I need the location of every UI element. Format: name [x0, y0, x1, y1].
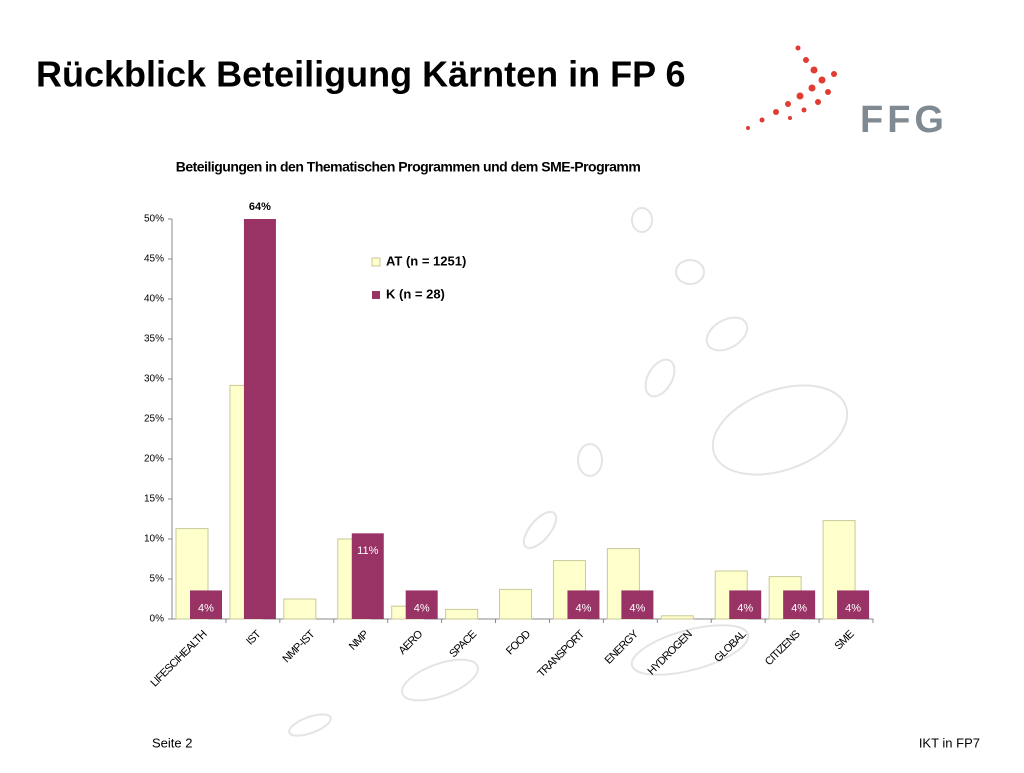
bar: [351, 533, 384, 619]
x-tick-label: AERO: [397, 628, 426, 657]
data-label: 4%: [845, 602, 861, 614]
x-tick-label: NMP-IST: [280, 628, 317, 665]
x-tick-label: SPACE: [447, 628, 479, 660]
legend-label: K (n = 28): [386, 286, 445, 301]
y-tick-label: 20%: [144, 454, 164, 465]
y-tick-label: 10%: [144, 534, 164, 545]
x-tick-label: TRANSPORT: [535, 628, 587, 680]
y-tick-label: 25%: [144, 414, 164, 425]
y-tick-label: 30%: [144, 374, 164, 385]
bar: [190, 590, 222, 619]
bar: [783, 590, 816, 619]
y-tick-label: 0%: [150, 614, 165, 625]
bar: [405, 590, 438, 619]
x-tick-label: IST: [244, 628, 264, 648]
x-tick-label: ENERGY: [603, 628, 642, 667]
logo-text: FFG: [860, 99, 948, 141]
data-label: 4%: [737, 602, 753, 614]
x-tick-label: FOOD: [504, 628, 533, 657]
bar: [283, 598, 317, 620]
slide-title: Rückblick Beteiligung Kärnten in FP 6: [36, 54, 685, 95]
bar: [499, 588, 533, 620]
data-label: 64%: [249, 201, 271, 213]
x-tick-label: LIFESCIHEALTH: [149, 628, 210, 689]
logo-dots: [746, 45, 837, 130]
data-label: 4%: [629, 602, 645, 614]
data-label: 4%: [414, 602, 430, 614]
plot-area: [175, 219, 870, 620]
chart: 0% 5% 10% 15% 20% 25% 30% 35% 40% 45% 50% LIFESCIHE…: [144, 201, 874, 689]
data-label: 4%: [791, 602, 807, 614]
bar: [660, 615, 694, 620]
background-decoration: [288, 207, 849, 737]
chart-title: Beteiligungen in den Thematischen Progra…: [176, 159, 641, 175]
bar: [729, 590, 762, 619]
data-label: 4%: [198, 602, 214, 614]
data-label: 4%: [576, 602, 592, 614]
bar: [445, 608, 479, 620]
data-label: 11%: [357, 545, 378, 557]
y-tick-label: 5%: [150, 574, 165, 585]
x-tick-label: NMP: [347, 628, 371, 652]
footer-left: Seite 2: [152, 735, 192, 750]
x-tick-label: CITIZENS: [763, 628, 803, 668]
y-tick-label: 35%: [144, 334, 164, 345]
y-tick-label: 45%: [144, 254, 164, 265]
bar: [837, 590, 870, 619]
bar: [567, 590, 600, 619]
y-tick-label: 50%: [144, 214, 164, 225]
x-tick-label: SME: [833, 628, 857, 652]
legend-swatch: [371, 257, 381, 267]
footer-right: IKT in FP7: [919, 735, 980, 750]
y-tick-label: 40%: [144, 294, 164, 305]
y-tick-label: 15%: [144, 494, 164, 505]
bar: [621, 590, 654, 619]
legend-label: AT (n = 1251): [386, 253, 466, 268]
bar: [243, 219, 276, 620]
legend-swatch: [372, 291, 380, 299]
